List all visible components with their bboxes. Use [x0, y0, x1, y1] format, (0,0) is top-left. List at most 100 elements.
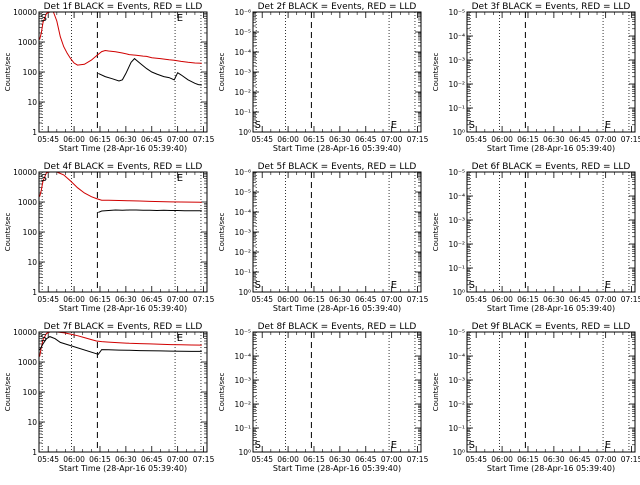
y-tick-label: 1: [32, 288, 37, 297]
x-tick-label: 07:15: [621, 295, 640, 304]
detector-panel-3: Det 3f BLACK = Events, RED = LLD Counts/s…: [432, 2, 640, 153]
x-tick-label: 06:15: [89, 135, 111, 144]
marker-e: E: [177, 333, 183, 344]
y-tick-label: 10⁻¹: [234, 108, 251, 117]
y-tick-label: 10⁻⁴: [448, 192, 465, 201]
x-tick-label: 06:45: [355, 295, 377, 304]
x-tick-label: 07:15: [193, 295, 215, 304]
marker-s: S: [255, 440, 261, 451]
x-axis-label: Start Time (28-Apr-16 05:39:40): [487, 144, 615, 153]
y-tick-label: 10⁻¹: [448, 264, 465, 273]
x-tick-label: 07:15: [407, 295, 429, 304]
y-tick-label: 1000: [18, 198, 37, 207]
y-tick-label: 10⁻¹: [234, 424, 251, 433]
x-tick-label: 05:45: [465, 295, 487, 304]
y-axis-label: Counts/sec: [4, 53, 12, 92]
y-tick-label: 10⁻⁶: [234, 8, 251, 17]
events-series-line: [39, 336, 202, 355]
y-tick-label: 1: [32, 448, 37, 457]
x-axis-label: Start Time (28-Apr-16 05:39:40): [487, 304, 615, 313]
x-axis-label: Start Time (28-Apr-16 05:39:40): [59, 464, 187, 473]
y-tick-label: 100: [23, 388, 38, 397]
panel-title: Det 3f BLACK = Events, RED = LLD: [472, 2, 631, 12]
x-tick-label: 06:45: [141, 295, 163, 304]
x-tick-label: 06:15: [89, 295, 111, 304]
y-tick-label: 10: [27, 258, 37, 267]
plot-frame: [466, 331, 636, 453]
x-tick-label: 06:15: [517, 135, 539, 144]
y-tick-label: 10⁻⁴: [234, 208, 251, 217]
y-tick-label: 10⁻²: [448, 400, 465, 409]
y-tick-label: 10⁻³: [234, 228, 251, 237]
y-axis-label: Counts/sec: [432, 53, 440, 92]
x-tick-label: 05:45: [465, 135, 487, 144]
x-tick-label: 06:00: [491, 295, 513, 304]
y-tick-label: 10⁻³: [234, 376, 251, 385]
plot-frame: [252, 11, 422, 133]
plot-frame: [38, 11, 208, 133]
x-tick-label: 06:45: [569, 135, 591, 144]
x-tick-label: 06:00: [63, 295, 85, 304]
y-tick-label: 10⁻¹: [448, 104, 465, 113]
marker-s: S: [41, 13, 47, 24]
detector-panel-4: Det 4f BLACK = Events, RED = LLD Counts/s…: [4, 162, 215, 313]
panel-title: Det 1f BLACK = Events, RED = LLD: [44, 2, 203, 12]
marker-e: E: [391, 440, 397, 451]
panel-title: Det 2f BLACK = Events, RED = LLD: [258, 2, 417, 12]
detector-panel-5: Det 5f BLACK = Events, RED = LLD Counts/s…: [218, 162, 429, 313]
x-tick-label: 06:00: [63, 455, 85, 464]
y-tick-label: 10⁻²: [234, 88, 251, 97]
panel-title: Det 9f BLACK = Events, RED = LLD: [472, 322, 631, 332]
x-tick-label: 06:00: [277, 295, 299, 304]
y-tick-label: 10⁻⁵: [448, 168, 465, 177]
y-tick-label: 10⁻⁵: [448, 328, 465, 337]
x-tick-label: 07:15: [621, 135, 640, 144]
detector-panel-6: Det 6f BLACK = Events, RED = LLD Counts/s…: [432, 162, 640, 313]
y-tick-label: 10⁻⁵: [234, 328, 251, 337]
y-tick-label: 10000: [13, 328, 37, 337]
x-tick-label: 05:45: [251, 455, 273, 464]
x-tick-label: 07:15: [193, 455, 215, 464]
y-tick-label: 100: [23, 228, 38, 237]
x-tick-label: 06:45: [141, 135, 163, 144]
y-axis-label: Counts/sec: [218, 373, 226, 412]
y-tick-label: 10⁻²: [234, 400, 251, 409]
marker-e: E: [605, 120, 611, 131]
x-tick-label: 07:15: [193, 135, 215, 144]
x-tick-label: 06:45: [355, 455, 377, 464]
x-axis-label: Start Time (28-Apr-16 05:39:40): [273, 304, 401, 313]
plot-frame: [38, 171, 208, 293]
y-tick-label: 10: [27, 98, 37, 107]
panel-title: Det 4f BLACK = Events, RED = LLD: [44, 162, 203, 172]
marker-s: S: [255, 120, 261, 131]
events-series-line: [98, 209, 202, 213]
y-tick-label: 10⁻²: [448, 240, 465, 249]
y-tick-label: 10⁻¹: [448, 424, 465, 433]
x-tick-label: 06:45: [141, 455, 163, 464]
x-tick-label: 06:30: [543, 295, 565, 304]
plot-frame: [466, 171, 636, 293]
x-tick-label: 06:15: [517, 295, 539, 304]
y-tick-label: 10⁻⁵: [448, 8, 465, 17]
x-tick-label: 07:15: [407, 455, 429, 464]
y-tick-label: 10⁻³: [448, 216, 465, 225]
detector-panel-1: Det 1f BLACK = Events, RED = LLD Counts/s…: [4, 2, 215, 153]
x-tick-label: 05:45: [37, 455, 59, 464]
y-tick-label: 10⁻²: [234, 248, 251, 257]
x-axis-label: Start Time (28-Apr-16 05:39:40): [487, 464, 615, 473]
marker-s: S: [41, 333, 47, 344]
y-axis-label: Counts/sec: [4, 213, 12, 252]
x-axis-label: Start Time (28-Apr-16 05:39:40): [273, 464, 401, 473]
marker-e: E: [391, 120, 397, 131]
marker-e: E: [177, 13, 183, 24]
x-tick-label: 07:00: [167, 295, 189, 304]
plot-frame: [466, 11, 636, 133]
x-tick-label: 07:00: [595, 455, 617, 464]
y-tick-label: 10⁻⁵: [234, 28, 251, 37]
y-tick-label: 10⁻⁴: [234, 48, 251, 57]
x-tick-label: 07:00: [381, 135, 403, 144]
detector-panel-9: Det 9f BLACK = Events, RED = LLD Counts/s…: [432, 322, 640, 473]
y-tick-label: 10⁻⁶: [234, 168, 251, 177]
plot-frame: [252, 331, 422, 453]
